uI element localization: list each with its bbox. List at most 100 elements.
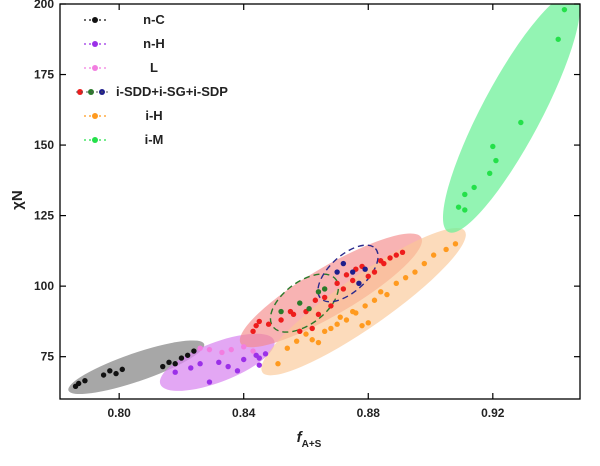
x-axis-label-subscript: A+S	[302, 439, 322, 450]
point-i-h	[321, 328, 328, 334]
point-l	[241, 344, 247, 350]
point-i-m	[471, 184, 477, 191]
plot-frame	[59, 3, 581, 400]
point-i-sdd	[321, 294, 328, 301]
point-n-h	[188, 365, 194, 371]
point-i-sdd	[343, 272, 350, 278]
point-i-sg	[278, 308, 284, 315]
legend-label: n-H	[143, 36, 165, 51]
point-i-sdp	[334, 269, 340, 275]
legend: n-C n-H Li-SDD+i-SG+i-SDP i-H i-M	[76, 12, 228, 147]
point-i-h	[443, 246, 449, 253]
point-i-m	[518, 119, 524, 126]
legend-item-i-sdd-i-sg-i-sdp: i-SDD+i-SG+i-SDP	[76, 84, 228, 99]
point-i-sdd	[312, 297, 319, 303]
point-i-h	[371, 297, 378, 303]
point-i-sg	[315, 289, 322, 295]
x-axis-ticks: 0.80 0.84 0.88 0.92	[107, 4, 505, 420]
point-i-m	[455, 204, 462, 210]
point-i-sdd	[381, 260, 387, 267]
point-n-h	[234, 368, 241, 374]
point-i-h	[343, 317, 350, 323]
point-i-sdd	[365, 273, 371, 279]
point-i-sdd	[334, 280, 340, 287]
legend-label: i-M	[145, 132, 164, 147]
point-i-h	[412, 269, 418, 275]
x-axis-label: fA+S	[297, 429, 322, 450]
point-i-h	[284, 345, 291, 351]
point-i-h	[402, 274, 409, 281]
point-i-h	[303, 331, 309, 337]
point-l	[197, 345, 203, 351]
point-i-sdd	[328, 303, 334, 309]
region-i-sdd-i-sg-i-sdp	[239, 233, 422, 348]
y-axis-ticks: 75 100 125 150 175 200	[34, 0, 580, 364]
point-i-sdp	[362, 266, 368, 272]
point-i-sdd	[250, 328, 256, 334]
point-i-h	[353, 310, 359, 316]
dashed-boundary-2	[317, 244, 379, 303]
point-i-h	[315, 339, 322, 346]
legend-label: L	[150, 60, 158, 75]
point-i-sdd	[315, 311, 322, 318]
legend-item-i-h: i-H	[84, 108, 163, 123]
point-i-sdp	[340, 260, 347, 267]
point-i-sg	[297, 300, 303, 306]
y-tick-label: 100	[34, 279, 54, 293]
point-i-h	[365, 320, 371, 326]
legend-label: i-SDD+i-SG+i-SDP	[116, 84, 228, 99]
point-n-c	[160, 363, 166, 370]
point-l	[219, 349, 225, 356]
point-i-sdd	[290, 311, 297, 318]
point-i-h	[384, 291, 390, 298]
point-i-sdd	[387, 255, 393, 261]
point-i-sdd	[278, 317, 284, 323]
point-i-m	[487, 170, 493, 176]
point-i-h	[421, 260, 428, 267]
x-tick-label: 0.80	[107, 406, 131, 420]
point-n-h	[225, 363, 231, 370]
legend-label: i-H	[145, 108, 162, 123]
legend-item-n-h: n-H	[84, 36, 165, 51]
point-i-h	[328, 325, 334, 332]
point-i-h	[337, 314, 343, 320]
point-n-h	[216, 359, 222, 366]
legend-item-i-m: i-M	[84, 132, 163, 147]
x-tick-label: 0.92	[481, 406, 505, 420]
point-n-h	[172, 369, 178, 375]
point-i-sdd	[256, 318, 262, 325]
point-i-sg	[306, 306, 312, 312]
point-i-sdd	[349, 277, 356, 284]
region-i-m	[442, 4, 580, 233]
x-tick-label: 0.84	[232, 406, 256, 420]
point-i-sdd	[399, 249, 406, 255]
point-n-c	[107, 368, 113, 374]
point-l	[206, 346, 213, 353]
dashed-phase-boundaries	[269, 244, 379, 333]
cluster-regions	[68, 4, 580, 395]
point-n-c	[184, 352, 191, 358]
point-i-h	[275, 361, 281, 367]
legend-marker	[92, 113, 98, 119]
point-i-m	[462, 191, 468, 198]
point-i-sdd	[253, 322, 259, 329]
point-i-h	[334, 321, 340, 327]
legend-marker	[77, 89, 83, 95]
point-i-sdp	[356, 280, 362, 287]
point-n-h	[256, 362, 262, 368]
y-tick-label: 75	[41, 350, 55, 364]
point-n-c	[75, 380, 82, 387]
legend-marker	[92, 41, 98, 47]
dashed-boundary-1	[269, 273, 340, 333]
point-i-h	[430, 252, 437, 258]
point-n-c	[191, 348, 197, 354]
legend-marker	[92, 17, 98, 23]
point-i-m	[493, 157, 499, 164]
point-i-m	[490, 143, 496, 150]
legend-item-l: L	[84, 60, 158, 75]
data-points	[72, 6, 568, 390]
point-l	[250, 348, 256, 354]
legend-label: n-C	[143, 12, 165, 27]
point-i-h	[309, 337, 315, 343]
